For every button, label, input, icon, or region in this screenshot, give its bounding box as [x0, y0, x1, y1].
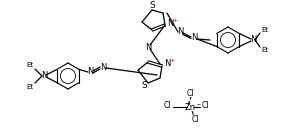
- Text: –: –: [197, 101, 201, 109]
- Text: N: N: [100, 63, 106, 72]
- Text: N: N: [167, 20, 173, 28]
- Text: N: N: [191, 34, 197, 43]
- Text: S: S: [141, 82, 147, 90]
- Text: Cl: Cl: [163, 101, 171, 111]
- Text: Cl: Cl: [201, 101, 209, 111]
- Text: N: N: [87, 68, 93, 76]
- Text: N: N: [250, 36, 256, 45]
- Text: N: N: [41, 72, 47, 80]
- Text: S: S: [149, 1, 155, 11]
- Text: +: +: [172, 18, 178, 24]
- Text: Cl: Cl: [191, 115, 199, 124]
- Text: Et: Et: [261, 27, 269, 33]
- Text: Zn: Zn: [185, 103, 196, 113]
- Text: Et: Et: [261, 47, 269, 53]
- Text: N: N: [164, 59, 170, 68]
- Text: +: +: [169, 59, 175, 63]
- Text: Cl: Cl: [186, 90, 194, 99]
- Text: Et: Et: [26, 84, 34, 90]
- Text: Et: Et: [26, 62, 34, 68]
- Text: N: N: [145, 43, 151, 51]
- Text: N: N: [177, 28, 183, 36]
